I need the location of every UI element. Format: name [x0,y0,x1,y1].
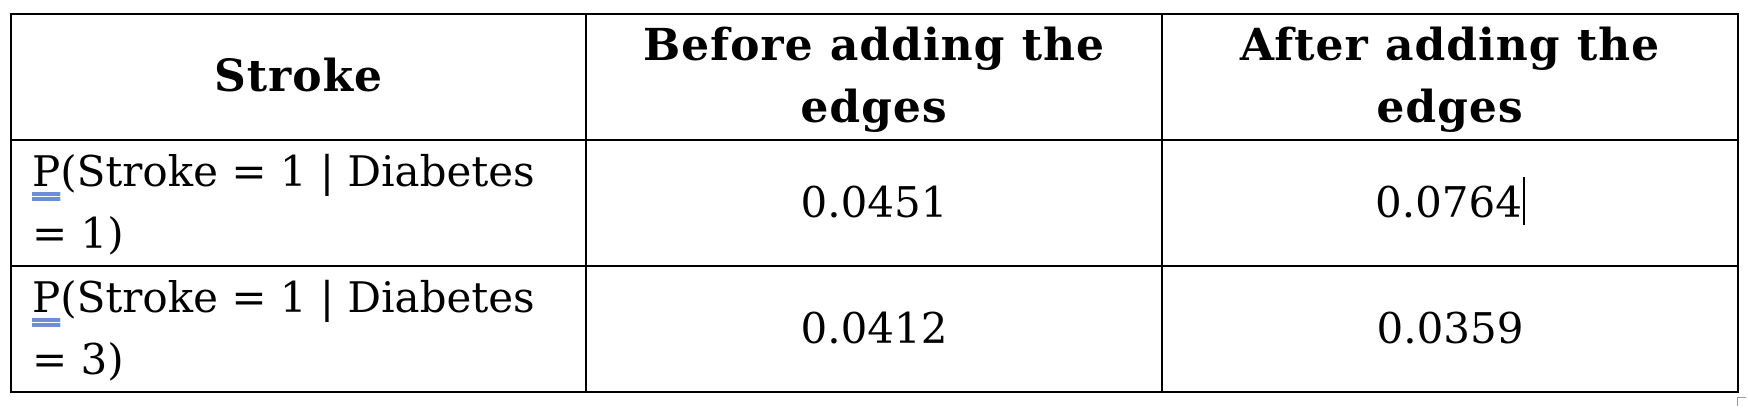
row-label-diabetes-1[interactable]: P(Stroke = 1 | Diabetes = 1) [10,139,587,267]
header-stroke[interactable]: Stroke [10,13,587,141]
cell-after-diabetes-3[interactable]: 0.0359 [1161,265,1739,393]
header-after-adding-edges[interactable]: After adding the edges [1161,13,1739,141]
table-row: P(Stroke = 1 | Diabetes = 3) 0.0412 0.03… [10,265,1739,393]
header-before-adding-edges[interactable]: Before adding the edges [585,13,1163,141]
cell-after-diabetes-1[interactable]: 0.0764 [1161,139,1739,267]
text-cursor [1522,177,1525,225]
cell-before-diabetes-3[interactable]: 0.0412 [585,265,1163,393]
probability-p-symbol: P [32,273,61,322]
row-label-text: (Stroke = 1 | Diabetes = 1) [32,147,535,258]
row-label-diabetes-3[interactable]: P(Stroke = 1 | Diabetes = 3) [10,265,587,393]
cell-after-diabetes-1-value: 0.0764 [1375,178,1522,227]
header-row: Stroke Before adding the edges After add… [10,13,1739,141]
row-label-text: (Stroke = 1 | Diabetes = 3) [32,273,535,384]
table-container: Stroke Before adding the edges After add… [10,13,1739,393]
table-row: P(Stroke = 1 | Diabetes = 1) 0.0451 0.07… [10,139,1739,267]
probability-p-symbol: P [32,147,61,196]
stroke-probability-table: Stroke Before adding the edges After add… [10,13,1739,393]
cell-before-diabetes-1[interactable]: 0.0451 [585,139,1163,267]
table-resize-handle[interactable] [1737,397,1746,406]
